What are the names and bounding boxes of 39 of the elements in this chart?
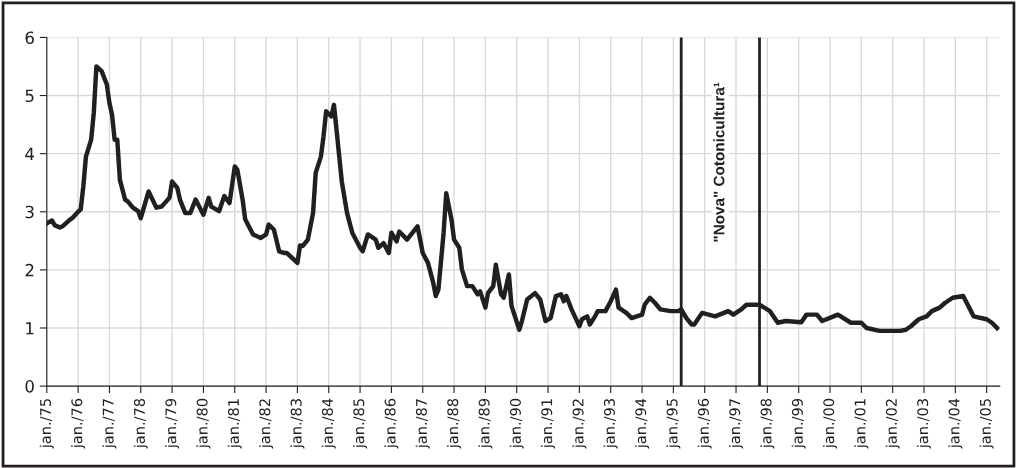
x-tick-label: jan./80 — [196, 398, 211, 449]
x-tick-label: jan./04 — [948, 398, 963, 449]
x-tick-label: jan./98 — [760, 398, 775, 449]
x-tick-label: jan./75 — [39, 399, 54, 449]
x-tick-label: jan./83 — [290, 399, 305, 449]
x-tick-label: jan./95 — [666, 399, 681, 449]
x-tick-label: jan./84 — [321, 398, 336, 449]
x-tick-label: jan./89 — [478, 398, 493, 449]
x-tick-label: jan./78 — [133, 398, 148, 449]
x-tick-label: jan./01 — [854, 399, 869, 449]
y-tick-label: 3 — [25, 205, 34, 219]
x-tick-label: jan./85 — [353, 399, 368, 449]
y-tick-label: 0 — [25, 380, 34, 393]
x-tick-label: jan./96 — [697, 398, 712, 449]
annotation: "Nova" Cotonicultura¹ — [713, 82, 725, 242]
x-tick-label: jan./91 — [540, 399, 556, 449]
x-tick-label: jan./05 — [979, 399, 994, 449]
x-tick-label: jan./82 — [259, 399, 274, 449]
x-tick-label: jan./90 — [509, 398, 524, 449]
x-tick-label: jan./92 — [572, 399, 587, 449]
x-tick-label: jan./81 — [227, 399, 242, 449]
y-tick-label: 4 — [25, 147, 35, 160]
x-tick-label: jan./77 — [102, 399, 117, 449]
x-tick-label: jan./87 — [415, 399, 430, 449]
x-tick-label: jan./02 — [885, 399, 900, 449]
y-tick-label: 1 — [26, 322, 34, 335]
y-tick-label: 2 — [25, 263, 34, 277]
x-tick-label: jan./99 — [791, 398, 806, 449]
y-tick-label: 6 — [25, 31, 34, 45]
x-tick-label: jan./86 — [384, 398, 399, 449]
x-tick-label: jan./03 — [916, 399, 932, 449]
x-tick-label: jan./79 — [165, 398, 180, 449]
x-tick-label: jan./88 — [447, 398, 462, 449]
x-tick-label: jan./97 — [728, 399, 744, 449]
x-tick-label: jan./00 — [822, 398, 838, 449]
x-tick-label: jan./93 — [603, 399, 618, 449]
x-tick-label: jan./94 — [634, 398, 650, 449]
y-tick-label: 5 — [25, 89, 34, 103]
x-tick-label: jan./76 — [71, 398, 86, 449]
